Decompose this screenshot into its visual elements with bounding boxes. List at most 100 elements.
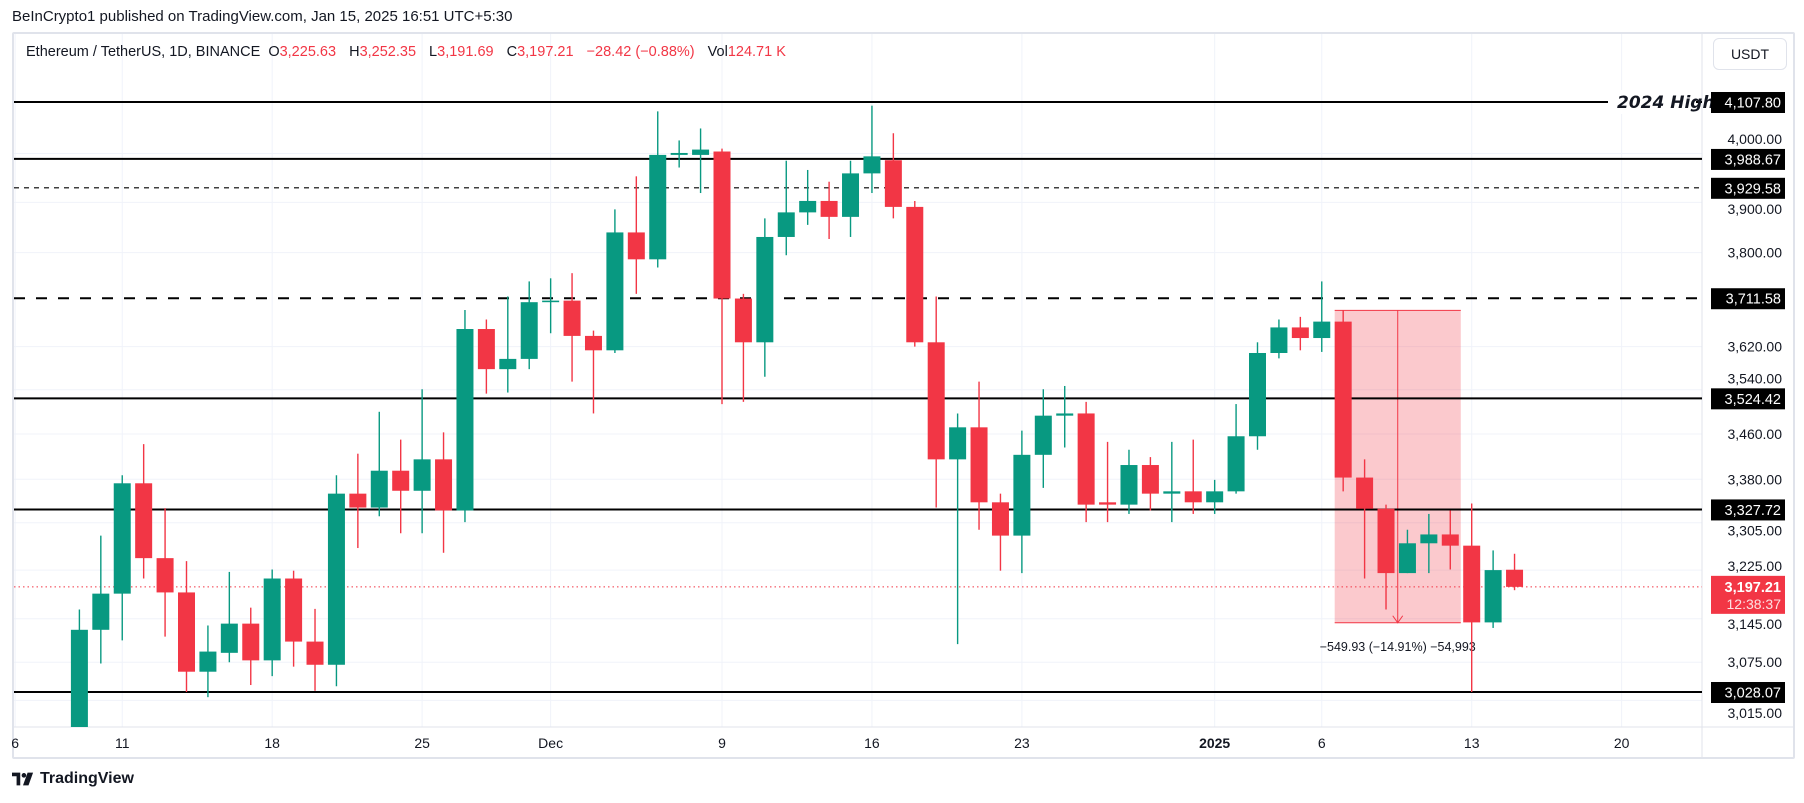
level-note-bg: [1608, 90, 1696, 114]
candle: [520, 281, 538, 370]
candle-body: [927, 342, 945, 460]
measure-arrow-head-icon: [1392, 615, 1404, 624]
price-axis-tick-label: 3,460.00: [1728, 426, 1783, 442]
high-label: H: [349, 44, 360, 60]
candle: [285, 570, 303, 667]
candle: [1184, 439, 1202, 514]
candle-body: [413, 459, 431, 491]
candle-body: [70, 629, 88, 727]
candle-body: [649, 154, 667, 260]
time-axis-tick-label: 9: [718, 735, 726, 751]
candle: [1056, 385, 1074, 448]
symbol-title[interactable]: Ethereum / TetherUS, 1D, BINANCE: [26, 44, 261, 60]
candle: [692, 128, 710, 194]
candle-body: [1313, 321, 1331, 339]
candle-body: [1506, 569, 1524, 587]
candle-body: [820, 200, 838, 217]
price-axis-tick-label: 3,015.00: [1728, 705, 1783, 721]
level-price-label: 3,711.58: [1726, 292, 1781, 308]
time-axis-tick-label: 11: [115, 735, 130, 751]
currency-button[interactable]: USDT: [1713, 38, 1787, 70]
candle: [777, 160, 795, 256]
candle: [477, 319, 495, 394]
candle: [1249, 342, 1266, 450]
candle: [1291, 316, 1309, 351]
candle-body: [1291, 327, 1309, 339]
candle: [1120, 449, 1138, 514]
candle: [370, 411, 388, 517]
open-value: 3,225.63: [279, 44, 337, 60]
measure-label: −549.93 (−14.91%) −54,993: [1320, 640, 1476, 654]
tradingview-logo-icon: [12, 772, 34, 786]
candle: [1227, 404, 1245, 494]
candle: [178, 561, 195, 693]
tradingview-brand[interactable]: TradingView: [40, 770, 134, 787]
level-note-2024-high: 2024 High: [1617, 93, 1715, 113]
time-axis-tick-label: 23: [1014, 735, 1030, 751]
time-axis-tick-label: 20: [1614, 735, 1630, 751]
price-axis-tick-label: 3,145.00: [1728, 616, 1783, 632]
level-price-label: 3,327.72: [1725, 503, 1781, 519]
candle-body: [1334, 321, 1352, 478]
price-axis-tick-label: 3,305.00: [1728, 522, 1783, 538]
candle: [563, 273, 581, 382]
level-price-badge: [1711, 288, 1785, 310]
candle-body: [1056, 413, 1074, 416]
candle: [991, 493, 1009, 571]
price-axis-tick-label: 4,000.00: [1728, 131, 1783, 147]
candle: [670, 140, 688, 168]
candle-body: [777, 212, 795, 237]
candle: [263, 569, 281, 677]
candle: [863, 105, 881, 194]
last-price-label: 3,197.21: [1725, 580, 1781, 596]
candle-body: [991, 502, 1009, 536]
candle: [649, 111, 667, 268]
low-label: L: [429, 44, 438, 60]
candle: [456, 310, 474, 523]
candle-body: [756, 236, 774, 343]
candle-body: [456, 329, 474, 511]
candle-body: [606, 232, 624, 351]
candle-body: [156, 558, 174, 593]
candle: [1463, 503, 1481, 693]
candle: [1334, 310, 1352, 492]
candle-body: [1184, 491, 1202, 503]
price-axis-tick-label: 3,620.00: [1728, 339, 1783, 355]
candle-body: [627, 232, 645, 260]
candle-body: [1420, 534, 1438, 544]
candle-body: [970, 427, 988, 503]
close-label: C: [506, 44, 518, 60]
candle-body: [842, 173, 860, 217]
candle: [1077, 401, 1095, 523]
candle-body: [906, 206, 924, 343]
candle-body: [1034, 415, 1052, 455]
candle-body: [477, 329, 495, 370]
level-price-label: 3,988.67: [1725, 152, 1781, 168]
candle-body: [1249, 352, 1266, 437]
candle-body: [670, 152, 688, 155]
price-axis-tick-label: 3,540.00: [1728, 370, 1783, 386]
candle: [970, 381, 988, 530]
level-price-badge: [1711, 148, 1785, 170]
candle-body: [542, 300, 560, 303]
time-axis-tick-label: 2025: [1199, 735, 1230, 751]
chart-frame: [12, 32, 1795, 759]
price-axis-tick-label: 3,075.00: [1728, 654, 1783, 670]
candle: [220, 571, 238, 663]
time-axis-tick-label: 18: [264, 735, 280, 751]
candle: [1377, 504, 1395, 610]
candle-body: [1377, 508, 1395, 574]
publisher-line: BeInCrypto1 published on TradingView.com…: [12, 8, 513, 25]
candle-body: [1077, 413, 1095, 505]
candle: [820, 181, 838, 239]
candle: [92, 535, 110, 664]
candle-body: [370, 470, 388, 508]
candle-body: [799, 200, 817, 213]
open-label: O: [268, 44, 280, 60]
time-axis-tick-label: 6: [11, 735, 19, 751]
footer: TradingView: [12, 770, 134, 788]
time-axis-tick-label: 13: [1464, 735, 1480, 751]
volume-value: 124.71 K: [727, 44, 786, 60]
candle-body: [1141, 465, 1159, 494]
